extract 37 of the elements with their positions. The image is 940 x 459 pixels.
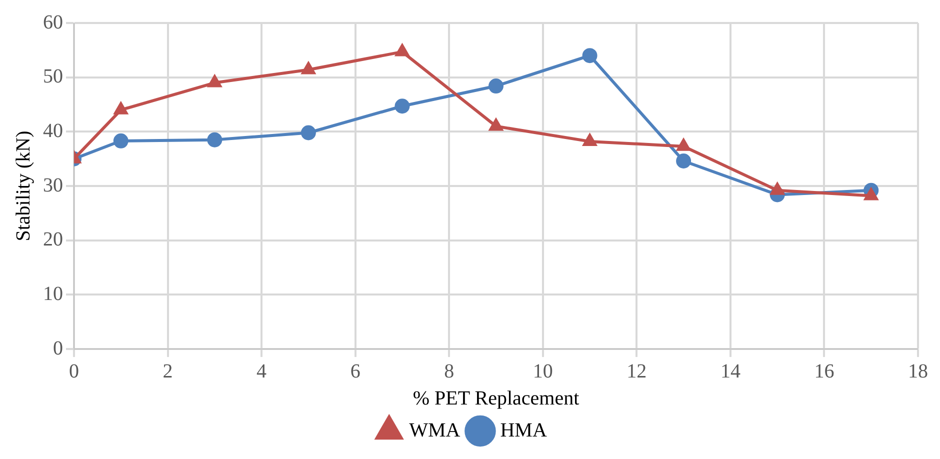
y-tick-label: 60 — [43, 11, 63, 34]
x-axis-title: % PET Replacement — [412, 387, 580, 410]
x-tick-label: 0 — [69, 360, 79, 382]
point — [394, 98, 410, 114]
point — [207, 132, 222, 148]
y-tick-label: 50 — [43, 66, 63, 88]
point — [582, 48, 598, 64]
x-tick-label: 10 — [532, 360, 553, 382]
y-tick-label: 40 — [43, 120, 63, 142]
point — [583, 134, 596, 146]
point — [300, 125, 316, 140]
x-tick-label: 18 — [908, 360, 928, 382]
x-tick-label: 8 — [444, 360, 454, 382]
point — [114, 102, 128, 114]
point — [488, 78, 504, 94]
y-tick-label: 10 — [43, 282, 63, 305]
point — [770, 182, 784, 195]
y-tick-label: 30 — [43, 174, 63, 196]
point — [489, 118, 503, 131]
y-tick-label: 20 — [43, 228, 63, 251]
point — [864, 188, 878, 200]
x-tick-label: 14 — [720, 360, 740, 382]
y-tick-label: 0 — [53, 337, 63, 360]
legend-label: HMA — [500, 419, 548, 442]
y-axis-title: Stability (kN) — [12, 130, 34, 242]
point — [208, 75, 222, 88]
point — [396, 44, 409, 56]
x-tick-label: 4 — [256, 360, 267, 382]
point — [302, 62, 316, 74]
x-tick-label: 12 — [626, 360, 647, 382]
point — [676, 138, 690, 151]
x-tick-label: 2 — [162, 360, 173, 382]
x-tick-label: 16 — [814, 360, 834, 382]
x-tick-label: 6 — [350, 360, 360, 382]
point — [113, 133, 128, 148]
legend-label: WMA — [409, 419, 461, 442]
point — [676, 154, 692, 169]
